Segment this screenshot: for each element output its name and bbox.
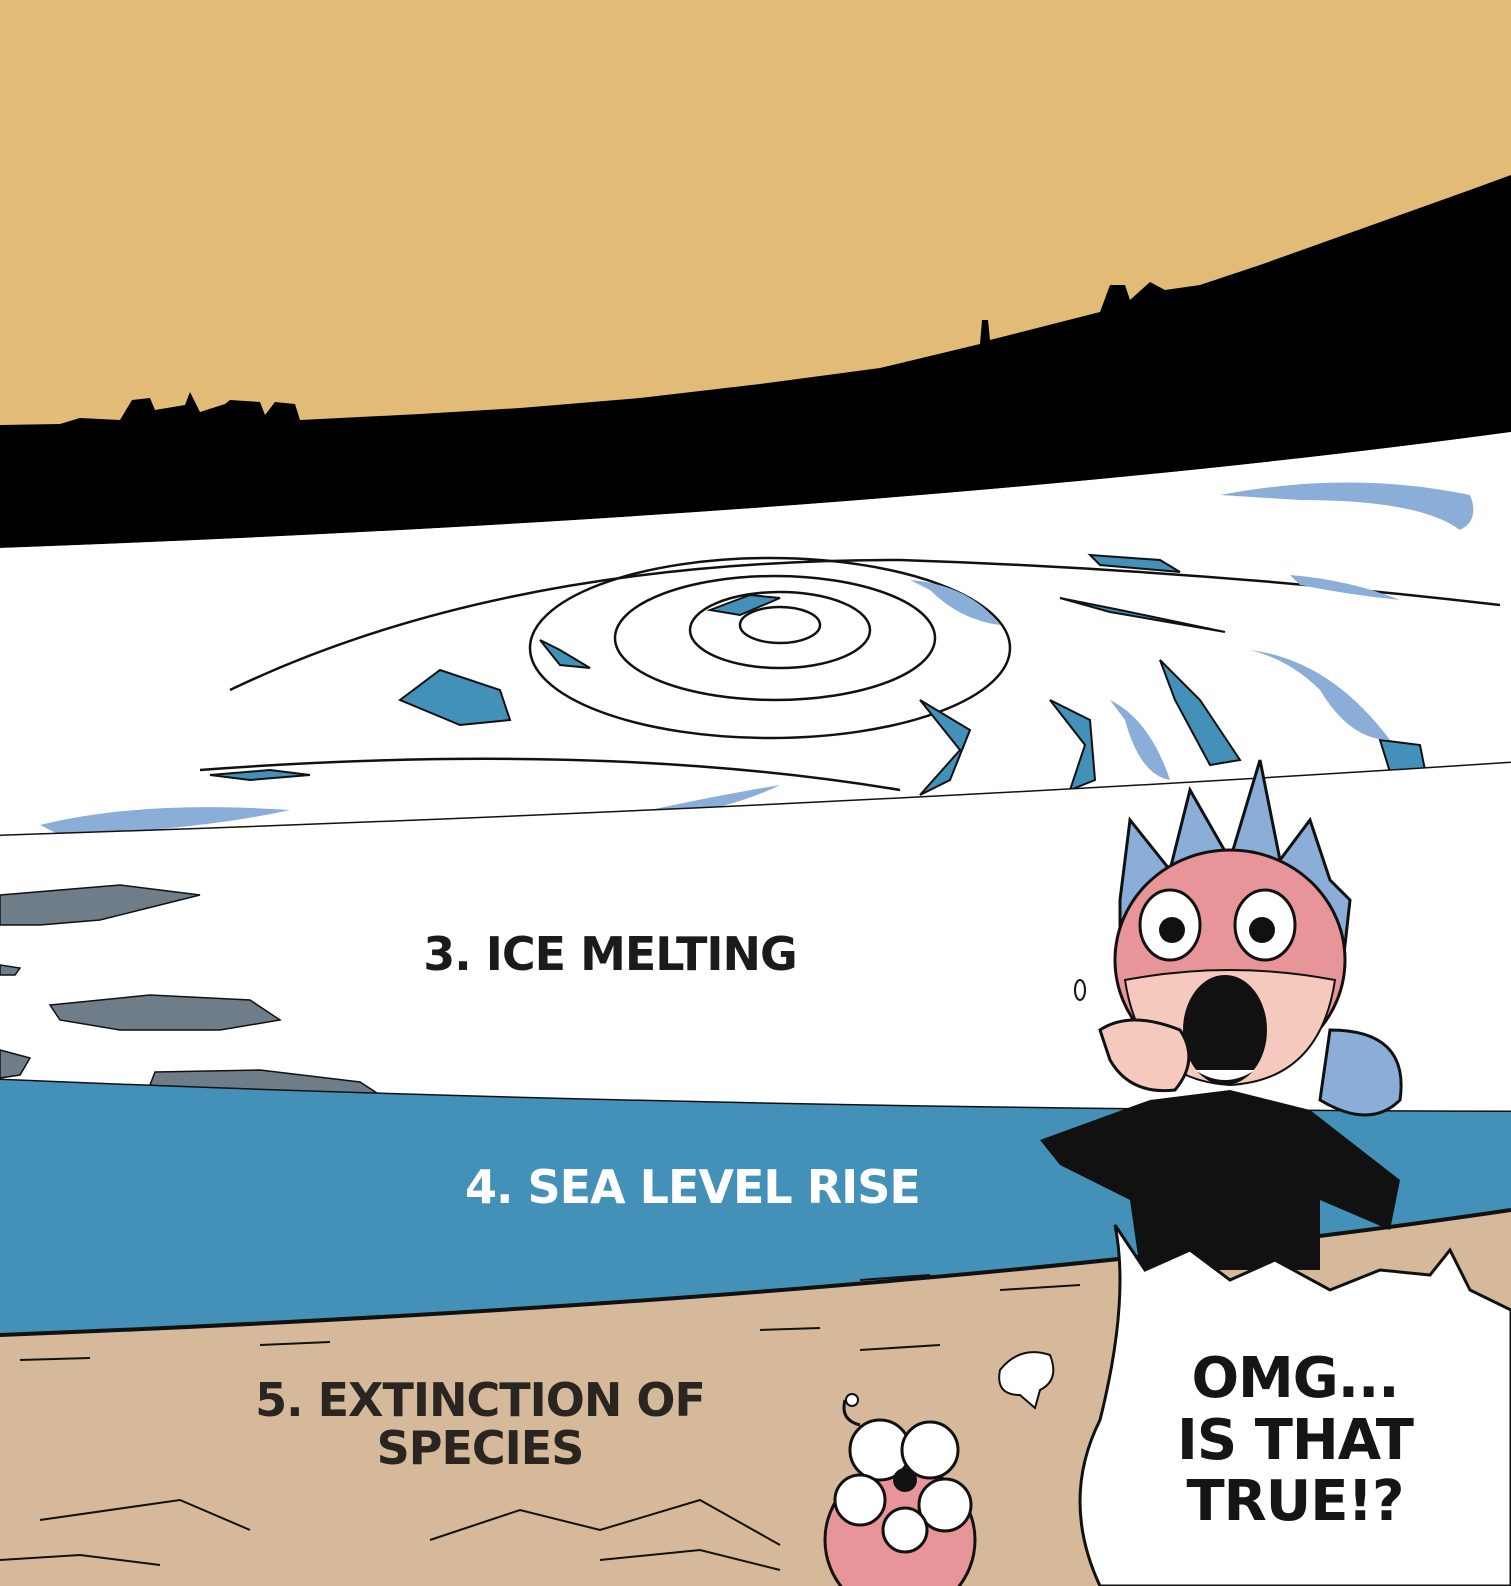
caption-extinction-line1: 5. EXTINCTION OF xyxy=(255,1373,706,1427)
sand-texture xyxy=(0,1274,1081,1571)
storm-panel-border xyxy=(0,761,1511,838)
character-body xyxy=(1040,1090,1400,1270)
caption-ice-melting: 3. ICE MELTING xyxy=(423,927,797,981)
character-girl xyxy=(1040,759,1403,1270)
storm-cloud-shadows xyxy=(40,482,1474,835)
caption-extinction-line2: SPECIES xyxy=(376,1421,585,1476)
caption-sea-level-rise: 4. SEA LEVEL RISE xyxy=(465,1160,921,1214)
character-ponytail xyxy=(1318,1028,1403,1117)
speech-line-2: IS THAT xyxy=(1177,1407,1414,1473)
speech-bubble xyxy=(1078,1224,1511,1586)
caption-extinction-of-species: 5. EXTINCTION OF SPECIES xyxy=(230,1376,730,1473)
speech-bubble-text: OMG... IS THAT TRUE!? xyxy=(1135,1348,1455,1533)
earth-horizon-silhouette xyxy=(0,175,1511,548)
creature xyxy=(823,1393,977,1586)
sand-shoreline xyxy=(0,1208,1511,1337)
character-hand xyxy=(1098,1018,1191,1093)
speech-line-3: TRUE!? xyxy=(1186,1469,1404,1535)
character-mouth xyxy=(1183,975,1267,1085)
speech-line-1: OMG... xyxy=(1191,1346,1399,1411)
